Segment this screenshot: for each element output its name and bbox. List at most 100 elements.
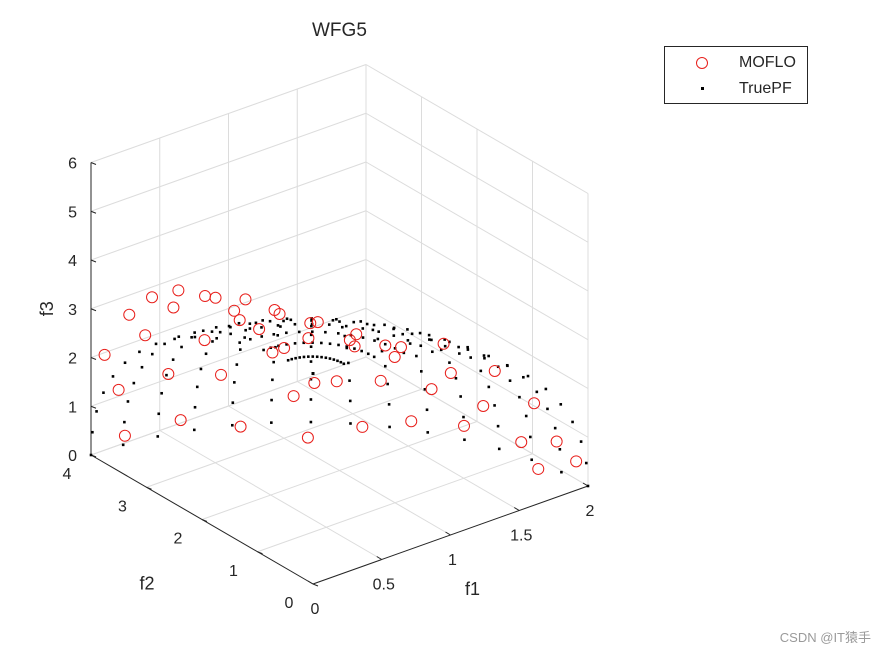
truepf-point xyxy=(193,405,197,409)
truepf-point xyxy=(508,379,512,382)
z-tick-label: 3 xyxy=(68,302,77,319)
truepf-point xyxy=(271,378,274,382)
truepf-point xyxy=(231,423,234,427)
y-tick-label: 0 xyxy=(285,595,294,612)
moflo-point xyxy=(311,316,324,329)
truepf-point xyxy=(529,435,532,439)
y-tick xyxy=(312,583,319,587)
truepf-point xyxy=(558,447,562,451)
truepf-point xyxy=(214,326,218,329)
truepf-point xyxy=(458,352,461,355)
truepf-point xyxy=(546,407,549,411)
truepf-point xyxy=(249,337,252,341)
moflo-point xyxy=(112,383,125,396)
gridline-z-back xyxy=(90,64,367,163)
truepf-point xyxy=(466,348,470,351)
truepf-point xyxy=(448,340,451,344)
truepf-point xyxy=(443,338,446,341)
truepf-point xyxy=(210,330,214,333)
gridline-z-side xyxy=(365,112,589,243)
y-tick-label: 3 xyxy=(118,498,127,515)
x-axis-label: f1 xyxy=(465,579,480,599)
truepf-point xyxy=(373,339,376,342)
truepf-point xyxy=(345,346,349,350)
z-tick xyxy=(90,308,97,312)
moflo-point xyxy=(167,301,180,314)
truepf-point xyxy=(522,375,525,379)
moflo-point xyxy=(304,317,317,330)
moflo-point xyxy=(301,431,314,444)
truepf-point xyxy=(419,344,423,348)
truepf-point xyxy=(315,355,319,359)
truepf-point xyxy=(121,443,125,447)
x-tick-label: 0 xyxy=(311,601,320,618)
truepf-point xyxy=(349,422,352,425)
truepf-point xyxy=(272,333,276,336)
truepf-point xyxy=(160,391,163,395)
truepf-point xyxy=(559,403,563,406)
truepf-point xyxy=(268,319,272,323)
truepf-point xyxy=(238,348,242,351)
truepf-point xyxy=(380,349,384,353)
legend[interactable]: MOFLO TruePF xyxy=(664,46,808,104)
truepf-point xyxy=(289,318,293,322)
z-tick-label: 4 xyxy=(68,253,77,270)
truepf-point xyxy=(293,342,297,345)
truepf-point xyxy=(487,385,491,389)
truepf-point xyxy=(553,426,557,430)
truepf-point xyxy=(360,349,363,353)
truepf-point xyxy=(193,335,197,339)
moflo-point xyxy=(395,341,408,354)
truepf-point xyxy=(277,344,280,348)
truepf-point xyxy=(282,319,285,323)
truepf-points xyxy=(89,317,590,488)
truepf-point xyxy=(235,363,239,366)
truepf-point xyxy=(341,325,344,329)
moflo-point xyxy=(437,337,450,350)
gridline-z-side xyxy=(365,307,589,438)
truepf-point xyxy=(192,428,196,432)
moflo-point xyxy=(458,419,471,432)
moflo-point xyxy=(239,293,252,306)
moflo-point xyxy=(278,342,291,355)
moflo-point xyxy=(287,390,300,403)
truepf-point xyxy=(584,461,588,465)
gridline-z-side xyxy=(365,210,589,341)
x-tick xyxy=(445,531,451,536)
truepf-point xyxy=(344,324,348,328)
truepf-point xyxy=(348,399,352,403)
truepf-point xyxy=(410,332,414,336)
x-tick-label: 1.5 xyxy=(510,528,532,545)
truepf-point xyxy=(229,325,232,329)
truepf-point xyxy=(276,324,280,327)
truepf-point xyxy=(311,372,315,375)
truepf-point xyxy=(524,414,528,418)
z-tick xyxy=(90,210,97,214)
truepf-point xyxy=(466,345,469,349)
truepf-point xyxy=(218,330,222,334)
truepf-point xyxy=(345,345,348,348)
truepf-point xyxy=(254,321,258,325)
truepf-point xyxy=(302,355,306,359)
truepf-point xyxy=(372,323,376,327)
moflo-points xyxy=(98,284,583,475)
moflo-point xyxy=(388,350,401,363)
truepf-point xyxy=(310,324,313,328)
moflo-point xyxy=(550,435,563,448)
moflo-point xyxy=(405,415,418,428)
truepf-point xyxy=(199,367,203,371)
moflo-point xyxy=(172,284,185,297)
gridline-z-back xyxy=(90,210,367,310)
gridline-y-floor xyxy=(146,388,422,488)
truepf-point xyxy=(123,361,127,365)
truepf-point xyxy=(347,361,350,365)
legend-item-truepf[interactable]: TruePF xyxy=(665,78,809,102)
truepf-point xyxy=(479,369,483,373)
moflo-point xyxy=(162,368,175,380)
truepf-point xyxy=(353,347,356,350)
gridline-z-side xyxy=(365,356,589,487)
z-tick-label: 6 xyxy=(68,156,77,173)
legend-item-moflo[interactable]: MOFLO xyxy=(665,52,809,76)
truepf-point xyxy=(237,321,241,325)
gridline-z-back xyxy=(90,356,367,456)
